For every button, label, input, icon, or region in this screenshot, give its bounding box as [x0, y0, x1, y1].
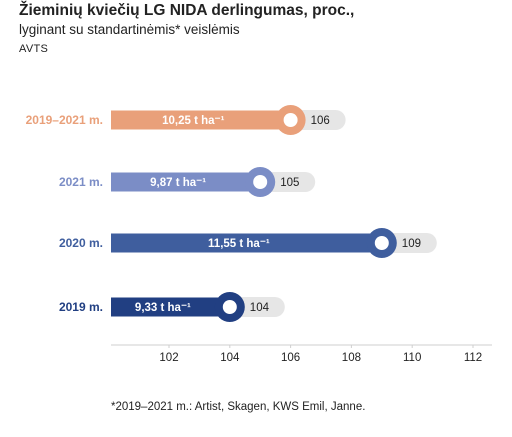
bar-end-circle-inner: [374, 236, 389, 250]
bar-end-circle-inner: [222, 300, 237, 314]
footnote: *2019–2021 m.: Artist, Skagen, KWS Emil,…: [111, 401, 366, 413]
x-tick-label: 112: [464, 352, 482, 364]
value-label: 104: [250, 302, 270, 314]
chart-subtitle: lyginant su standartinėmis* veislėmis: [19, 22, 240, 37]
value-label: 105: [280, 177, 299, 189]
category-label: 2019 m.: [59, 300, 103, 314]
bar: [111, 110, 291, 130]
bar-label: 9,33 t ha⁻¹: [135, 302, 191, 314]
chart-source: AVTS: [19, 43, 49, 55]
x-tick-label: 104: [220, 352, 240, 364]
x-tick-label: 108: [342, 352, 361, 364]
bar-end-circle-inner: [283, 113, 298, 127]
category-label: 2020 m.: [59, 236, 103, 250]
x-tick-label: 106: [281, 352, 300, 364]
bar-label: 9,87 t ha⁻¹: [150, 177, 206, 189]
bar: [111, 172, 261, 192]
x-tick-label: 102: [159, 352, 178, 364]
value-label: 109: [402, 238, 421, 250]
bar: [111, 297, 230, 317]
x-tick-label: 110: [403, 352, 421, 364]
chart-title: Žieminių kviečių LG NIDA derlingumas, pr…: [19, 2, 355, 19]
category-label: 2021 m.: [59, 175, 103, 189]
bar-label: 10,25 t ha⁻¹: [162, 115, 224, 127]
bar-end-circle-inner: [253, 175, 268, 189]
value-label: 106: [311, 115, 330, 127]
category-label: 2019–2021 m.: [26, 113, 103, 127]
bar: [111, 233, 382, 253]
bar-label: 11,55 t ha⁻¹: [208, 238, 270, 250]
